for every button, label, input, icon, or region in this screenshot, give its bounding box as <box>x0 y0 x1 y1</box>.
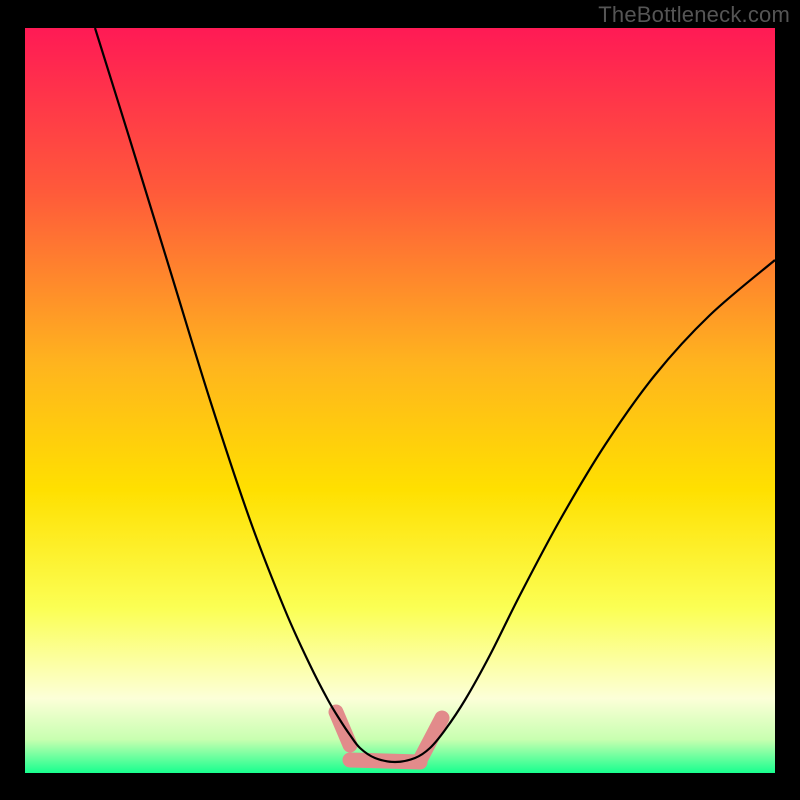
plot-area <box>25 28 775 773</box>
watermark-text: TheBottleneck.com <box>598 2 790 28</box>
bottleneck-chart <box>0 0 800 800</box>
chart-container: TheBottleneck.com <box>0 0 800 800</box>
